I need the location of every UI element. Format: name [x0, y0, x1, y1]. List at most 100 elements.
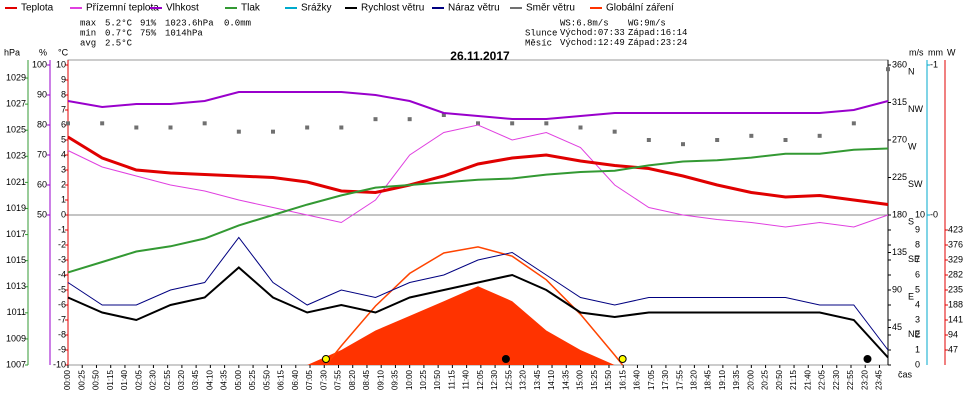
x-tick-label: 13:45	[533, 369, 542, 390]
legend-label: Teplota	[21, 3, 54, 14]
astro-rise: Východ:12:49	[560, 38, 625, 48]
y-tick-label: 1021	[6, 177, 26, 187]
y-tick-label: 94	[948, 329, 958, 339]
axis-unit: mm	[928, 47, 943, 57]
x-tick-label: 23:20	[860, 369, 869, 390]
y-tick-label: -4	[58, 269, 66, 279]
stat-value: 0.0mm	[224, 18, 251, 28]
y-tick-label: 1015	[6, 255, 26, 265]
astro-set-time: 16:14	[660, 28, 687, 38]
y-tick-label: 0	[61, 209, 66, 219]
direction-point	[134, 125, 139, 130]
y-tick-label: -9	[58, 344, 66, 354]
x-tick-label: 02:05	[134, 369, 143, 390]
x-tick-label: 01:40	[120, 369, 129, 390]
direction-point	[612, 129, 617, 134]
x-tick-label: 00:25	[77, 369, 86, 390]
y-tick-label: 90	[37, 89, 47, 99]
astro-rise-time: 12:49	[598, 38, 625, 48]
direction-point	[681, 142, 685, 147]
x-tick-label: 09:10	[376, 369, 385, 390]
x-tick-label: 20:50	[775, 369, 784, 390]
stat-value: 75%	[140, 28, 157, 38]
axis-unit: hPa	[4, 47, 20, 57]
x-tick-label: 20:25	[761, 369, 770, 390]
direction-point	[817, 133, 822, 138]
stat-value: 0.7°C	[105, 28, 133, 38]
stat-value: max	[80, 18, 96, 28]
y-tick-label: 1029	[6, 72, 26, 82]
x-tick-label: 22:55	[846, 369, 855, 390]
x-tick-label: 15:25	[590, 369, 599, 390]
legend-label: Vlhkost	[166, 3, 199, 14]
direction-point	[441, 113, 446, 117]
y-tick-label: 141	[948, 314, 963, 324]
y-tick-label: 180	[892, 209, 907, 219]
wind-max: WS:6.8m/s	[560, 18, 609, 28]
compass-label: N	[908, 66, 915, 76]
x-tick-label: 17:05	[647, 369, 656, 390]
sun-set-marker	[618, 355, 627, 363]
y-tick-label: 9	[61, 74, 66, 84]
y-tick-label: -0	[930, 209, 938, 219]
y-tick-label: 1013	[6, 281, 26, 291]
x-tick-label: 21:15	[789, 369, 798, 390]
y-tick-label: 188	[948, 299, 963, 309]
x-tick-label: 02:30	[149, 369, 158, 390]
direction-point	[476, 121, 480, 126]
x-tick-label: 07:05	[305, 369, 314, 390]
astro-rise-label: Východ:	[560, 28, 598, 38]
stat-value: min	[80, 28, 96, 38]
x-tick-label: 12:55	[504, 369, 513, 390]
direction-point	[236, 129, 241, 134]
legend-label: Rychlost větru	[361, 3, 424, 14]
y-tick-label: -8	[58, 329, 66, 339]
y-tick-label: 10	[56, 59, 66, 69]
series-area	[68, 286, 888, 365]
direction-point	[339, 125, 344, 130]
y-tick-label: 0	[915, 359, 920, 369]
legend-label: Náraz větru	[448, 3, 500, 14]
y-tick-label: 1	[61, 194, 66, 204]
x-tick-label: 17:55	[675, 369, 684, 390]
y-tick-label: 60	[37, 179, 47, 189]
astro-label: Měsíc	[525, 38, 552, 48]
stat-value: 1014hPa	[165, 28, 203, 38]
y-tick-label: -5	[58, 284, 66, 294]
x-tick-label: 18:20	[689, 369, 698, 390]
direction-point	[715, 138, 720, 142]
legend-label: Směr větru	[526, 3, 575, 14]
axis-unit: %	[39, 47, 47, 57]
x-tick-label: 10:00	[405, 369, 414, 390]
x-tick-label: 14:10	[547, 369, 556, 390]
astro-set: Západ:23:24	[628, 38, 687, 48]
x-tick-label: 12:05	[476, 369, 485, 390]
moon-set-marker	[863, 355, 872, 363]
x-tick-label: 14:35	[561, 369, 570, 390]
x-tick-label: 08:45	[362, 369, 371, 390]
x-tick-label: 04:35	[220, 369, 229, 390]
wind-max: WG:9m/s	[628, 18, 666, 28]
direction-point	[749, 133, 754, 138]
x-axis-label: čas	[898, 369, 913, 379]
y-tick-label: 225	[892, 172, 907, 182]
direction-point	[510, 121, 515, 126]
y-tick-label: -1	[930, 59, 938, 69]
direction-point	[202, 121, 207, 126]
axis-unit: °C	[58, 47, 69, 57]
y-tick-label: -10	[53, 359, 66, 369]
x-tick-label: 06:15	[277, 369, 286, 390]
compass-label: NW	[908, 104, 923, 114]
y-tick-label: 135	[892, 247, 907, 257]
y-tick-label: 45	[892, 322, 902, 332]
y-tick-label: 10	[915, 209, 925, 219]
y-tick-label: 7	[61, 104, 66, 114]
legend-label: Tlak	[241, 3, 261, 14]
x-tick-label: 03:45	[191, 369, 200, 390]
y-tick-label: 1023	[6, 151, 26, 161]
y-tick-label: 4	[915, 299, 920, 309]
x-tick-label: 13:20	[519, 369, 528, 390]
x-tick-label: 22:30	[832, 369, 841, 390]
series-line	[67, 135, 889, 206]
y-tick-label: 8	[915, 239, 920, 249]
